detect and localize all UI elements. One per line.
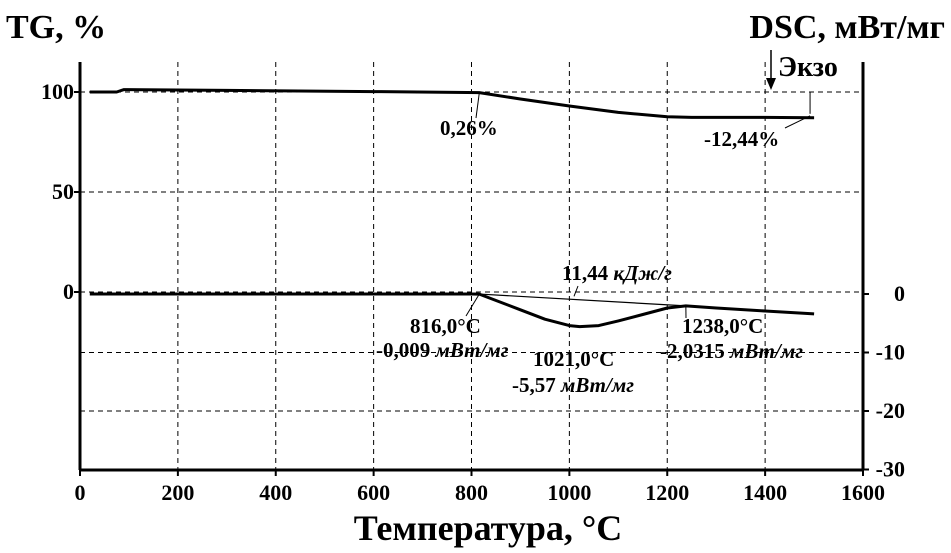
x-tick-label: 1200 xyxy=(645,480,689,505)
annotation-end-temp: 1238,0°С xyxy=(682,314,763,338)
x-tick-label: 0 xyxy=(75,480,86,505)
peak-unit: мВт/мг xyxy=(560,373,634,397)
peak-value: -5,57 xyxy=(512,373,556,397)
enthalpy-value: 11,44 xyxy=(562,261,609,285)
axes xyxy=(74,62,869,476)
y-right-tick-label: -20 xyxy=(876,398,905,423)
annotation-peak-temp: 1021,0°С xyxy=(533,347,614,371)
y-left-tick-label: 100 xyxy=(41,79,74,104)
y-right-axis-title: DSC, мВт/мг xyxy=(749,9,945,46)
y-left-tick-label: 50 xyxy=(52,179,74,204)
x-tick-label: 400 xyxy=(259,480,292,505)
leader-line-onset xyxy=(465,293,480,317)
x-tick-label: 1000 xyxy=(547,480,591,505)
y-right-tick-label: 0 xyxy=(894,281,905,306)
exo-arrow-icon xyxy=(766,50,776,90)
annotation-tg-onset: 0,26% xyxy=(440,116,498,140)
leader-line-tg-onset xyxy=(475,92,480,119)
onset-value: -0,009 xyxy=(376,338,430,362)
x-tick-label: 600 xyxy=(357,480,390,505)
enthalpy-unit: кДж/г xyxy=(613,261,672,285)
annotation-peak-value: -5,57 мВт/мг xyxy=(512,373,634,397)
dsc-integration-baseline xyxy=(479,293,686,307)
annotation-tg-loss: -12,44% xyxy=(704,127,779,151)
tick-labels: 0 200 400 600 800 1000 1200 1400 1600 100 50 0 0 -10 -… xyxy=(41,79,905,505)
annotation-enthalpy: 11,44 кДж/г xyxy=(562,261,672,285)
onset-unit: мВт/мг xyxy=(435,338,509,362)
y-left-axis-title: TG, % xyxy=(6,9,106,46)
series-tg-line xyxy=(89,88,815,120)
end-value: -2,0315 xyxy=(660,339,725,363)
series-dsc-line xyxy=(89,292,815,329)
exo-label: Экзо xyxy=(778,52,838,83)
x-tick-label: 1400 xyxy=(743,480,787,505)
x-tick-label: 200 xyxy=(161,480,194,505)
series-layer xyxy=(89,88,815,329)
end-unit: мВт/мг xyxy=(729,339,803,363)
y-right-tick-label: -30 xyxy=(876,457,905,482)
annotation-onset-temp: 816,0°С xyxy=(410,314,481,338)
leader-line-tg-loss-label xyxy=(784,115,811,129)
annotation-onset-value: -0,009 мВт/мг xyxy=(376,338,509,362)
x-tick-label: 800 xyxy=(455,480,488,505)
x-tick-label: 1600 xyxy=(841,480,885,505)
y-right-tick-label: -10 xyxy=(876,340,905,365)
annotation-end-value: -2,0315 мВт/мг xyxy=(660,339,803,363)
leader-line-enthalpy xyxy=(573,285,579,297)
grid xyxy=(80,62,863,470)
y-left-tick-label: 0 xyxy=(63,279,74,304)
x-axis-title: Температура, °С xyxy=(354,508,623,548)
